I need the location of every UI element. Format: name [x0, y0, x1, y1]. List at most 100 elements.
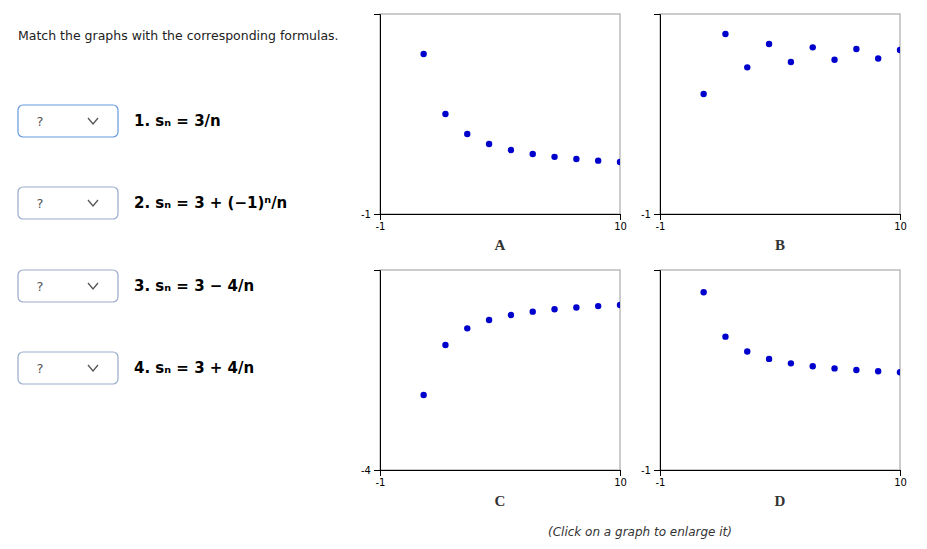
point	[595, 157, 601, 163]
y-axis-line	[654, 271, 661, 471]
point	[810, 44, 816, 50]
point	[700, 91, 706, 97]
graph-label: B	[775, 237, 785, 253]
dropdown[interactable]: ?	[18, 105, 118, 137]
dropdown-box[interactable]	[18, 352, 118, 384]
dropdown[interactable]: ?	[18, 270, 118, 302]
point	[897, 47, 900, 53]
x-tick-mark	[900, 214, 901, 220]
dropdown-chevron[interactable]	[88, 283, 98, 289]
x-tick-mark	[620, 470, 621, 476]
point	[573, 156, 579, 162]
x-tick: -1	[376, 470, 386, 488]
plot-frame	[380, 270, 620, 470]
x-tick: 10	[614, 214, 627, 232]
dropdown[interactable]: ?	[18, 187, 118, 219]
page: Match the graphs with the corresponding …	[0, 0, 927, 549]
x-axis: -1 10	[656, 470, 907, 488]
point	[464, 131, 470, 137]
point	[530, 308, 536, 314]
dropdown-label[interactable]: ?	[37, 279, 44, 294]
point	[700, 289, 706, 295]
x-tick-mark	[900, 470, 901, 476]
x-tick-label: -1	[376, 221, 386, 232]
point	[766, 356, 772, 362]
x-axis-line	[661, 471, 901, 477]
x-tick-label: 10	[614, 477, 627, 488]
x-axis: -1 10	[656, 214, 907, 232]
point	[442, 342, 448, 348]
point	[831, 57, 837, 63]
point	[551, 154, 557, 160]
y-tick: -4	[361, 465, 380, 476]
y-tick: -1	[361, 209, 380, 220]
dropdown-label[interactable]: ?	[37, 196, 44, 211]
y-axis: -1	[641, 271, 660, 476]
point	[766, 41, 772, 47]
point	[420, 51, 426, 57]
y-tick-mark	[654, 214, 660, 215]
y-tick-label: -1	[641, 465, 651, 476]
dropdown-box[interactable]	[18, 187, 118, 219]
x-axis-line	[381, 215, 621, 221]
graph-panel: -1 10 -1 B	[641, 14, 907, 253]
dropdown-box[interactable]	[18, 105, 118, 137]
y-tick: -1	[641, 209, 660, 220]
point	[617, 159, 620, 165]
x-tick-label: 10	[614, 221, 627, 232]
dropdown-box[interactable]	[18, 270, 118, 302]
caption: (Click on a graph to enlarge it)	[548, 525, 732, 539]
x-tick: -1	[656, 470, 666, 488]
point	[897, 369, 900, 375]
point	[875, 368, 881, 374]
y-tick-mark	[654, 470, 660, 471]
point	[595, 303, 601, 309]
plot-frame	[660, 270, 900, 470]
point	[442, 111, 448, 117]
plot-frame	[380, 14, 620, 214]
y-tick-label: -4	[361, 465, 371, 476]
graph-label: C	[495, 493, 506, 509]
formula: 4. sₙ = 3 + 4/n	[134, 359, 254, 377]
point	[508, 147, 514, 153]
point	[853, 367, 859, 373]
graph-panel: -1 10 -1 A	[361, 14, 627, 253]
x-tick-mark	[620, 214, 621, 220]
dropdown-chevron[interactable]	[88, 365, 98, 371]
y-tick: -1	[641, 465, 660, 476]
dropdown-chevron[interactable]	[88, 200, 98, 206]
graph-panel: -1 10 -1 D	[641, 270, 907, 509]
point	[744, 64, 750, 70]
y-tick-mark	[374, 470, 380, 471]
y-axis: -4	[361, 271, 380, 476]
formula: 2. sₙ = 3 + (−1)ⁿ/n	[134, 194, 287, 212]
x-axis: -1 10	[376, 214, 627, 232]
x-tick: 10	[894, 470, 907, 488]
dropdown-label[interactable]: ?	[37, 361, 44, 376]
graph-label: D	[775, 493, 786, 509]
point	[853, 46, 859, 52]
x-tick: 10	[614, 470, 627, 488]
y-axis-line	[654, 15, 661, 215]
point	[617, 302, 620, 308]
point	[831, 365, 837, 371]
graph-label: A	[495, 237, 506, 253]
x-tick: -1	[656, 214, 666, 232]
point	[573, 304, 579, 310]
point	[530, 151, 536, 157]
y-axis: -1	[361, 15, 380, 220]
point	[788, 59, 794, 65]
y-axis-line	[374, 271, 381, 471]
y-tick-label: -1	[641, 209, 651, 220]
formula: 3. sₙ = 3 − 4/n	[134, 277, 254, 295]
page-title: Match the graphs with the corresponding …	[18, 28, 339, 43]
point	[788, 360, 794, 366]
dropdown-chevron[interactable]	[88, 118, 98, 124]
dropdown[interactable]: ?	[18, 352, 118, 384]
point	[464, 325, 470, 331]
point	[722, 333, 728, 339]
x-tick: 10	[894, 214, 907, 232]
points	[420, 302, 620, 398]
x-axis-line	[661, 215, 901, 221]
dropdown-label[interactable]: ?	[37, 114, 44, 129]
